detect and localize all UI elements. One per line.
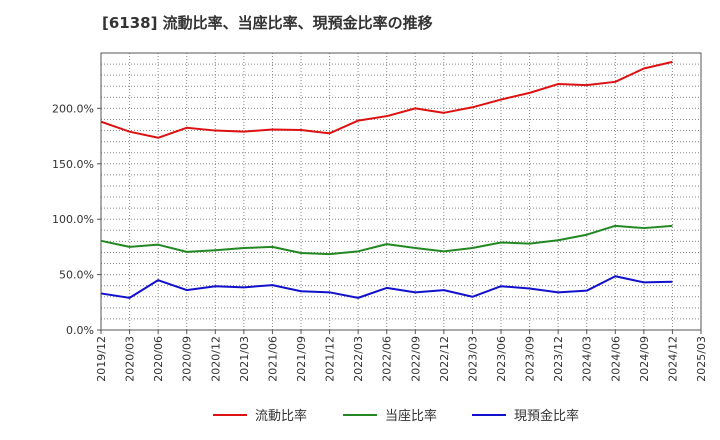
x-tick-label: 2022/06	[381, 336, 394, 382]
legend: 流動比率 当座比率 現預金比率	[213, 408, 579, 424]
grid-layer	[100, 52, 702, 330]
series-layer	[100, 60, 673, 299]
y-tick-label: 150.0%	[52, 158, 94, 171]
chart-title: [6138] 流動比率、当座比率、現預金比率の推移	[102, 14, 433, 32]
x-tick-label: 2023/03	[466, 336, 479, 382]
y-tick-label: 100.0%	[52, 213, 94, 226]
x-tick-label: 2022/03	[352, 336, 365, 382]
x-tick-label: 2020/03	[124, 336, 137, 382]
x-tick-label: 2021/03	[238, 336, 251, 382]
x-tick-label: 2020/09	[181, 336, 194, 382]
x-tick-label: 2022/09	[409, 336, 422, 382]
x-tick-label: 2024/09	[638, 336, 651, 382]
x-tick-label: 2020/06	[152, 336, 165, 382]
axes-layer	[97, 52, 702, 334]
x-tick-label: 2021/12	[324, 336, 337, 382]
legend-label-3: 現預金比率	[514, 408, 579, 424]
x-tick-label: 2024/03	[581, 336, 594, 382]
x-tick-label: 2023/06	[495, 336, 508, 382]
series-line-1	[100, 60, 673, 139]
x-tick-label: 2024/12	[666, 336, 679, 382]
x-tick-label: 2021/06	[266, 336, 279, 382]
y-tick-label: 50.0%	[59, 269, 94, 282]
plot-frame	[100, 52, 702, 331]
x-tick-label: 2020/12	[209, 336, 222, 382]
y-tick-label: 0.0%	[66, 324, 94, 337]
x-tick-label: 2025/03	[695, 336, 708, 382]
legend-label-2: 当座比率	[385, 408, 437, 424]
y-tick-label: 200.0%	[52, 102, 94, 115]
x-tick-label: 2022/12	[438, 336, 451, 382]
series-line-2	[100, 224, 673, 256]
x-tick-label: 2021/09	[295, 336, 308, 382]
legend-label-1: 流動比率	[255, 408, 307, 424]
x-tick-label: 2019/12	[95, 336, 108, 382]
x-tick-label: 2023/09	[524, 336, 537, 382]
x-tick-label: 2023/12	[552, 336, 565, 382]
x-tick-label: 2024/06	[609, 336, 622, 382]
tick-labels: 0.0% 50.0% 100.0% 150.0% 200.0% 2019/12 2020/0…	[52, 102, 708, 381]
series-line-3	[100, 275, 673, 299]
